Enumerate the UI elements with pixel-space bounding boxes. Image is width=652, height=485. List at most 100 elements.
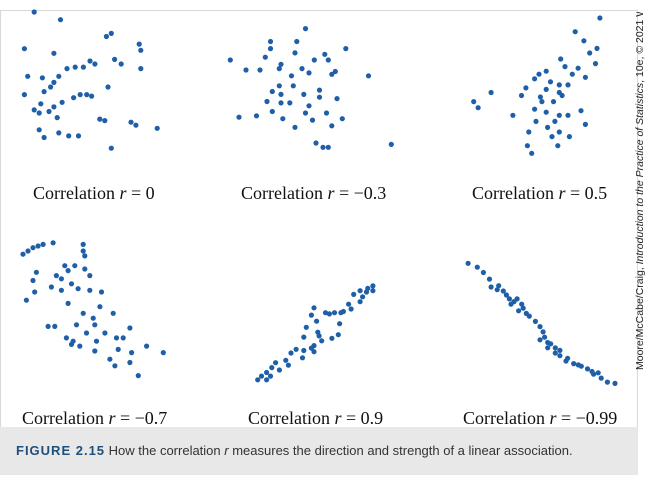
- data-point: [578, 108, 584, 114]
- data-point: [299, 66, 305, 72]
- data-point: [40, 241, 46, 247]
- data-point: [278, 91, 284, 97]
- data-point: [557, 347, 563, 353]
- data-point: [56, 130, 62, 136]
- credit-text: Moore/McCabe/Craig, Introduction to the …: [634, 12, 646, 370]
- data-point: [322, 310, 329, 316]
- data-point: [563, 358, 569, 364]
- data-point: [308, 345, 314, 351]
- data-point: [133, 122, 139, 128]
- data-point: [33, 269, 40, 275]
- data-point: [294, 38, 300, 45]
- data-point: [41, 134, 47, 141]
- data-point: [301, 91, 307, 97]
- data-point: [357, 288, 363, 294]
- data-point: [311, 349, 317, 355]
- data-point: [253, 113, 260, 119]
- data-point: [107, 356, 113, 362]
- data-point: [316, 333, 322, 339]
- data-point: [326, 311, 332, 317]
- data-point: [280, 116, 286, 122]
- data-point: [51, 104, 57, 110]
- data-point: [303, 324, 309, 330]
- data-point: [52, 323, 58, 329]
- data-point: [339, 116, 345, 122]
- data-point: [93, 338, 100, 344]
- data-point: [591, 371, 597, 377]
- data-point: [514, 296, 520, 302]
- panel-label-6: Correlation r = −0.99: [463, 408, 617, 429]
- data-point: [357, 299, 363, 305]
- data-point: [595, 370, 601, 376]
- caption-bar: [0, 427, 638, 475]
- data-point: [598, 375, 604, 381]
- data-point: [370, 283, 376, 289]
- data-point: [503, 292, 509, 298]
- credit-title: Introduction to the Practice of Statisti…: [634, 82, 646, 264]
- data-point: [118, 61, 124, 67]
- data-point: [73, 322, 80, 328]
- data-point: [552, 350, 558, 356]
- data-point: [80, 310, 86, 316]
- data-point: [518, 92, 525, 99]
- data-point: [543, 68, 549, 74]
- data-point: [243, 67, 249, 73]
- data-point: [540, 329, 546, 335]
- scatter-panel-6: [465, 260, 618, 386]
- data-point: [128, 119, 134, 125]
- figure-caption: FIGURE 2.15 How the correlation r measur…: [16, 443, 573, 458]
- data-point: [53, 273, 60, 279]
- panel-label-1-var: r: [119, 183, 127, 203]
- data-point: [35, 243, 41, 249]
- data-point: [582, 121, 589, 127]
- data-point: [30, 245, 36, 251]
- data-point: [120, 335, 126, 341]
- data-point: [302, 110, 309, 116]
- data-point: [72, 263, 78, 269]
- data-point: [62, 263, 68, 269]
- data-point: [539, 99, 545, 105]
- data-point: [557, 353, 563, 359]
- data-point: [543, 86, 549, 92]
- data-point: [325, 144, 331, 150]
- data-point: [556, 112, 562, 118]
- data-point: [288, 73, 295, 79]
- data-point: [72, 64, 78, 70]
- panel-label-6-var: r: [549, 408, 557, 428]
- panel-label-5: Correlation r = 0.9: [248, 408, 383, 429]
- data-point: [138, 66, 144, 72]
- data-point: [31, 9, 37, 15]
- panel-label-3-value: = 0.5: [565, 183, 608, 203]
- data-point: [571, 361, 577, 367]
- panel-label-2-value: = −0.3: [334, 183, 387, 203]
- data-point: [63, 335, 69, 341]
- panel-label-2: Correlation r = −0.3: [241, 183, 386, 204]
- data-point: [537, 94, 544, 100]
- panel-label-4-value: = −0.7: [115, 408, 168, 428]
- data-point: [129, 350, 135, 356]
- credit-authors: Moore/McCabe/Craig,: [634, 264, 646, 370]
- data-point: [98, 289, 105, 295]
- data-point: [58, 276, 64, 282]
- caption-text-before: How the correlation: [105, 443, 225, 458]
- data-point: [68, 341, 75, 347]
- data-point: [31, 107, 37, 113]
- panel-label-2-prefix: Correlation: [241, 183, 328, 203]
- data-point: [316, 94, 323, 100]
- data-point: [138, 47, 144, 53]
- data-point: [267, 38, 274, 45]
- data-point: [496, 283, 502, 289]
- data-point: [331, 310, 338, 316]
- data-point: [301, 347, 307, 354]
- data-point: [323, 110, 330, 116]
- data-point: [508, 301, 514, 307]
- panel-label-3-prefix: Correlation: [472, 183, 559, 203]
- data-point: [154, 125, 160, 131]
- data-point: [552, 345, 558, 351]
- data-point: [32, 289, 38, 295]
- data-point: [288, 350, 294, 356]
- data-point: [80, 64, 86, 70]
- data-point: [351, 291, 357, 297]
- data-point: [475, 105, 481, 111]
- data-point: [545, 124, 551, 130]
